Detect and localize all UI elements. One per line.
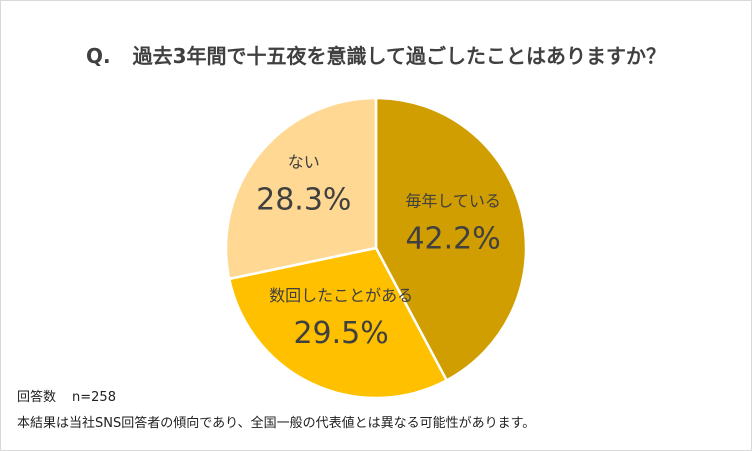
pie-slice-2 bbox=[227, 246, 449, 400]
slice-category-label: ない bbox=[288, 152, 320, 171]
slice-category-label: 毎年している bbox=[405, 192, 501, 211]
respondent-count-label: 回答数 bbox=[17, 390, 57, 405]
slice-value-label: 29.5% bbox=[293, 316, 388, 351]
slice-value-label: 28.3% bbox=[256, 182, 351, 217]
question-prefix: Q. bbox=[86, 44, 111, 68]
pie-slice-3 bbox=[224, 96, 378, 281]
slice-category-label: 数回したことがある bbox=[269, 286, 413, 305]
chart-title: Q. 過去3年間で十五夜を意識して過ごしたことはありますか？ bbox=[0, 40, 752, 69]
disclaimer-note: 本結果は当社SNS回答者の傾向であり、全国一般の代表値とは異なる可能性があります… bbox=[17, 416, 536, 431]
respondent-count: 回答数 n=258 bbox=[17, 386, 116, 405]
respondent-count-value: n=258 bbox=[72, 390, 116, 405]
slice-value-label: 42.2% bbox=[405, 222, 500, 257]
pie-slice-1 bbox=[374, 96, 528, 383]
question-text: 過去3年間で十五夜を意識して過ごしたことはありますか？ bbox=[132, 44, 666, 68]
